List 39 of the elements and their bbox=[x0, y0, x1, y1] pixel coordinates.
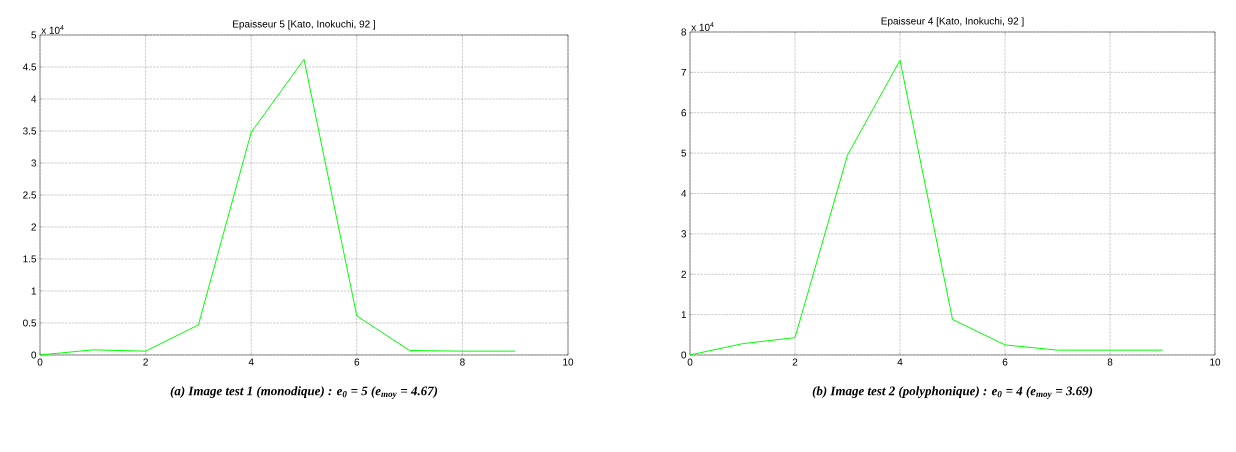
y-tick-label: 7 bbox=[681, 68, 686, 76]
y-tick-label: 4 bbox=[681, 190, 687, 197]
y-tick-label: 0 bbox=[681, 351, 687, 359]
y-tick-label: 3 bbox=[31, 159, 37, 167]
y-tick-label: 0 bbox=[31, 351, 37, 359]
y-tick-label: 3.5 bbox=[23, 127, 37, 135]
chart-title: Epaisseur 4 [Kato, Inokuchi, 92 ] bbox=[881, 17, 1024, 27]
y-tick-label: 5 bbox=[31, 31, 37, 39]
line-series bbox=[39, 58, 516, 356]
y-tick-label: 1.5 bbox=[23, 255, 37, 263]
y-tick-label: 1 bbox=[31, 287, 37, 295]
y-tick-label: 0.5 bbox=[23, 319, 37, 327]
x-tick-label: 8 bbox=[460, 358, 465, 366]
x-tick-label: 4 bbox=[248, 358, 254, 366]
y-tick-label: 2 bbox=[681, 270, 686, 278]
x-tick-label: 10 bbox=[563, 358, 574, 366]
text: x 10$^{4}$ bbox=[41, 25, 64, 34]
y-tick-label: 1 bbox=[681, 311, 687, 319]
y-tick-label: 2.5 bbox=[23, 191, 37, 199]
x-tick-label: 0 bbox=[37, 358, 43, 366]
y-tick-label: 4.5 bbox=[22, 63, 37, 71]
x-tick-label: 0 bbox=[687, 358, 693, 366]
text: (b) Image test 2 (polyphonique) : e$_{0}$ = 4 (e$_{moy}$ = 3.69) bbox=[812, 386, 1093, 399]
y-tick-label: 3 bbox=[681, 230, 687, 238]
text: (a) Image test 1 (monodique) : e$_{0}$ = 5 (e$_{moy}$ = 4.67) bbox=[170, 386, 438, 399]
x-tick-label: 8 bbox=[1107, 358, 1113, 366]
x-tick-label: 6 bbox=[354, 358, 360, 366]
x-tick-label: 6 bbox=[1002, 358, 1008, 366]
x-tick-label: 2 bbox=[143, 358, 148, 366]
y-tick-label: 6 bbox=[681, 109, 687, 117]
text: x 10$^{4}$ bbox=[691, 22, 714, 31]
y-tick-label: 5 bbox=[681, 149, 687, 157]
y-tick-label: 8 bbox=[681, 28, 687, 36]
y-tick-label: 4 bbox=[31, 95, 37, 103]
x-tick-label: 4 bbox=[897, 358, 903, 366]
x-tick-label: 10 bbox=[1210, 358, 1221, 366]
x-tick-label: 2 bbox=[792, 358, 798, 366]
chart-title: Epaisseur 5 [Kato, Inokuchi, 92 ] bbox=[233, 20, 376, 30]
y-tick-label: 2 bbox=[31, 223, 36, 231]
